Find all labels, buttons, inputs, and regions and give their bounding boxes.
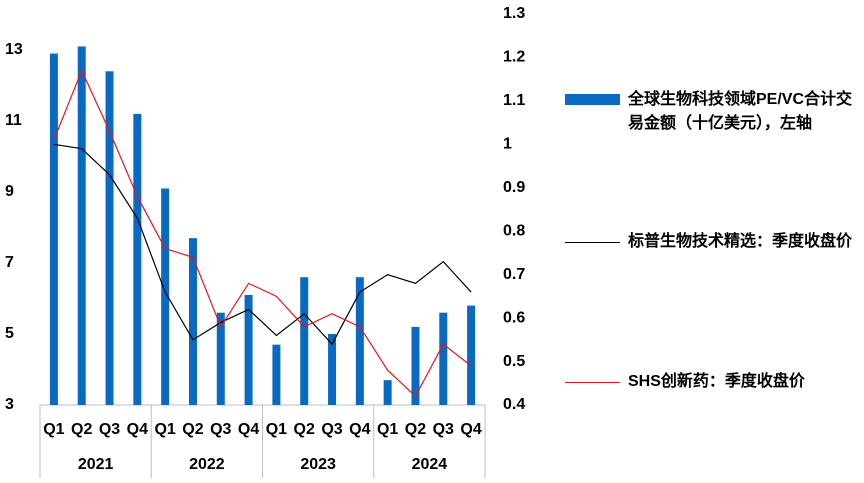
legend-label: 全球生物科技领域PE/VC合计交易金额（十亿美元），左轴 <box>628 91 853 132</box>
x-tick-label: Q4 <box>460 421 481 438</box>
line-series <box>53 143 472 346</box>
y2-tick-label: 1.2 <box>503 49 525 66</box>
legend-item: SHS创新药：季度收盘价 <box>565 370 864 394</box>
y-tick-label: 13 <box>5 41 23 58</box>
bar <box>355 277 364 405</box>
year-label: 2024 <box>412 456 448 473</box>
x-tick-label: Q2 <box>294 421 315 438</box>
bar <box>272 344 281 405</box>
legend-key <box>565 242 620 243</box>
legend-key <box>565 382 620 383</box>
bar <box>411 326 420 405</box>
y-tick-label: 5 <box>5 325 14 342</box>
y2-tick-label: 0.8 <box>503 222 525 239</box>
bar <box>105 71 114 406</box>
x-tick-label: Q3 <box>433 421 454 438</box>
x-tick-label: Q1 <box>154 421 175 438</box>
y2-tick-label: 0.5 <box>503 353 525 370</box>
y-tick-label: 3 <box>5 396 14 413</box>
bar <box>161 188 170 405</box>
bar <box>216 312 225 405</box>
bar <box>188 238 197 405</box>
legend-item: 标普生物技术精选：季度收盘价 <box>565 230 864 254</box>
y2-tick-label: 1.3 <box>503 5 525 22</box>
y-tick-label: 9 <box>5 183 14 200</box>
year-label: 2022 <box>189 456 225 473</box>
y-tick-label: 11 <box>5 112 22 129</box>
x-tick-label: Q4 <box>127 421 148 438</box>
bar <box>49 53 58 406</box>
bar <box>383 380 392 405</box>
y-tick-label: 7 <box>5 254 14 271</box>
x-tick-label: Q3 <box>321 421 342 438</box>
x-tick-label: Q1 <box>377 421 398 438</box>
x-tick-label: Q2 <box>405 421 426 438</box>
y2-tick-label: 0.7 <box>503 266 525 283</box>
bar <box>439 312 448 405</box>
legend-item: 全球生物科技领域PE/VC合计交易金额（十亿美元），左轴 <box>565 88 864 136</box>
y2-tick-label: 0.9 <box>503 179 525 196</box>
x-tick-label: Q4 <box>349 421 370 438</box>
year-label: 2023 <box>300 456 336 473</box>
line-series <box>53 68 472 398</box>
x-tick-label: Q1 <box>43 421 64 438</box>
x-tick-label: Q2 <box>71 421 92 438</box>
y2-tick-label: 1 <box>503 136 512 153</box>
x-tick-label: Q3 <box>99 421 120 438</box>
x-tick-label: Q3 <box>210 421 231 438</box>
year-label: 2021 <box>78 456 114 473</box>
y2-tick-label: 0.4 <box>503 396 525 413</box>
legend: 全球生物科技领域PE/VC合计交易金额（十亿美元），左轴标普生物技术精选：季度收… <box>565 0 864 483</box>
x-tick-label: Q2 <box>182 421 203 438</box>
x-tick-label: Q4 <box>238 421 259 438</box>
bar <box>328 334 337 405</box>
x-tick-label: Q1 <box>266 421 287 438</box>
y2-tick-label: 1.1 <box>503 92 525 109</box>
bar <box>77 46 86 405</box>
bar <box>467 305 476 405</box>
y2-tick-label: 0.6 <box>503 309 525 326</box>
legend-label: 标普生物技术精选：季度收盘价 <box>628 233 853 250</box>
bar <box>300 277 309 405</box>
legend-key <box>565 94 620 105</box>
legend-label: SHS创新药：季度收盘价 <box>628 373 805 390</box>
bar <box>133 113 142 406</box>
bar <box>244 294 253 405</box>
